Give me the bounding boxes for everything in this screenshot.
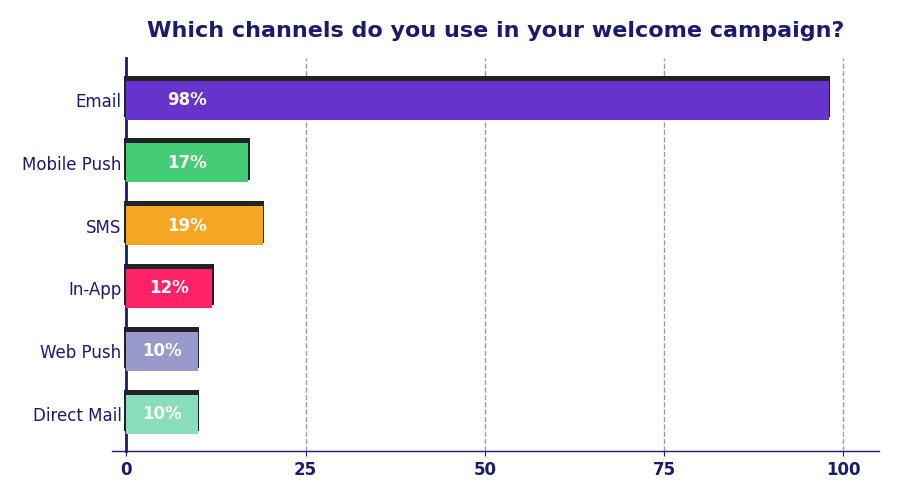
Bar <box>126 269 212 308</box>
Bar <box>124 264 214 306</box>
Bar <box>126 394 198 434</box>
Bar <box>126 332 198 370</box>
Bar <box>124 76 831 117</box>
Text: 17%: 17% <box>167 154 207 172</box>
Bar <box>124 390 200 431</box>
Text: 19%: 19% <box>167 216 207 234</box>
Bar <box>126 206 263 245</box>
Bar <box>126 144 248 182</box>
Text: 12%: 12% <box>149 280 189 297</box>
Bar <box>124 201 264 242</box>
Text: 98%: 98% <box>167 91 207 109</box>
Title: Which channels do you use in your welcome campaign?: Which channels do you use in your welcom… <box>147 21 844 41</box>
Bar <box>124 138 249 180</box>
Text: 10%: 10% <box>142 405 182 423</box>
Bar <box>124 327 200 368</box>
Bar <box>126 80 829 120</box>
Text: 10%: 10% <box>142 342 182 360</box>
